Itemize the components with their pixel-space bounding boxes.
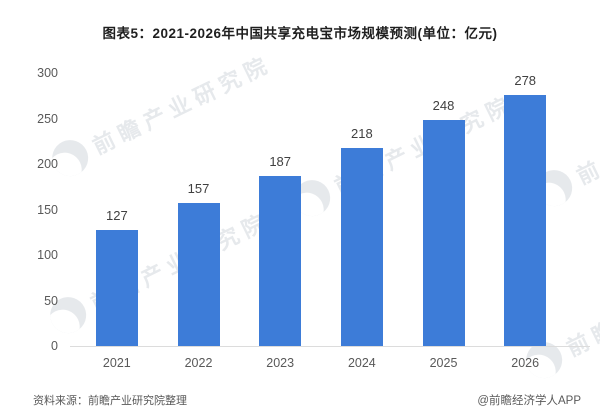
bar-2025 — [422, 120, 465, 346]
chart-title: 图表5：2021-2026年中国共享充电宝市场规模预测(单位：亿元) — [102, 26, 498, 41]
bar-column-2026: 278 — [484, 73, 566, 346]
app-credit: @前瞻经济学人APP — [477, 395, 581, 407]
x-tick-label-2023: 2023 — [266, 356, 295, 370]
y-tick-label-0: 0 — [51, 339, 58, 353]
bar-2026 — [504, 95, 547, 346]
watermark-text: 前瞻产业研究院 — [572, 80, 600, 190]
x-tick-label-2026: 2026 — [511, 356, 540, 370]
bar-2024 — [340, 147, 383, 346]
bar-value-label-2025: 248 — [432, 98, 455, 114]
plot-area: 127 157 187 218 248 278 — [76, 73, 566, 346]
bar-value-label-2023: 187 — [269, 153, 292, 169]
bar-2021 — [95, 230, 138, 346]
x-axis-line — [70, 346, 590, 347]
bar-2022 — [177, 203, 220, 346]
bar-column-2021: 127 — [76, 73, 158, 346]
y-tick-label-250: 250 — [37, 111, 58, 126]
x-tick-label-2025: 2025 — [429, 356, 458, 370]
bar-value-label-2022: 157 — [187, 181, 210, 197]
bar-column-2024: 218 — [321, 73, 403, 346]
y-tick-label-200: 200 — [37, 157, 58, 171]
bar-column-2025: 248 — [403, 73, 485, 346]
bar-column-2022: 157 — [158, 73, 240, 346]
x-tick-label-2024: 2024 — [347, 356, 376, 370]
y-tick-label-50: 50 — [44, 293, 58, 308]
source-note: 资料来源：前瞻产业研究院整理 — [33, 395, 187, 407]
bar-value-label-2021: 127 — [105, 208, 128, 224]
x-axis-labels: 2021 2022 2023 2024 2025 2026 — [76, 356, 566, 370]
x-tick-label-2021: 2021 — [102, 356, 131, 370]
bar-value-label-2026: 278 — [514, 73, 537, 88]
y-tick-label-300: 300 — [37, 66, 58, 80]
bar-value-label-2024: 218 — [351, 125, 373, 141]
y-tick-label-100: 100 — [37, 248, 58, 262]
bar-2023 — [259, 175, 302, 346]
y-tick-label-150: 150 — [37, 202, 58, 217]
x-tick-label-2022: 2022 — [184, 356, 213, 370]
bar-column-2023: 187 — [239, 73, 321, 346]
